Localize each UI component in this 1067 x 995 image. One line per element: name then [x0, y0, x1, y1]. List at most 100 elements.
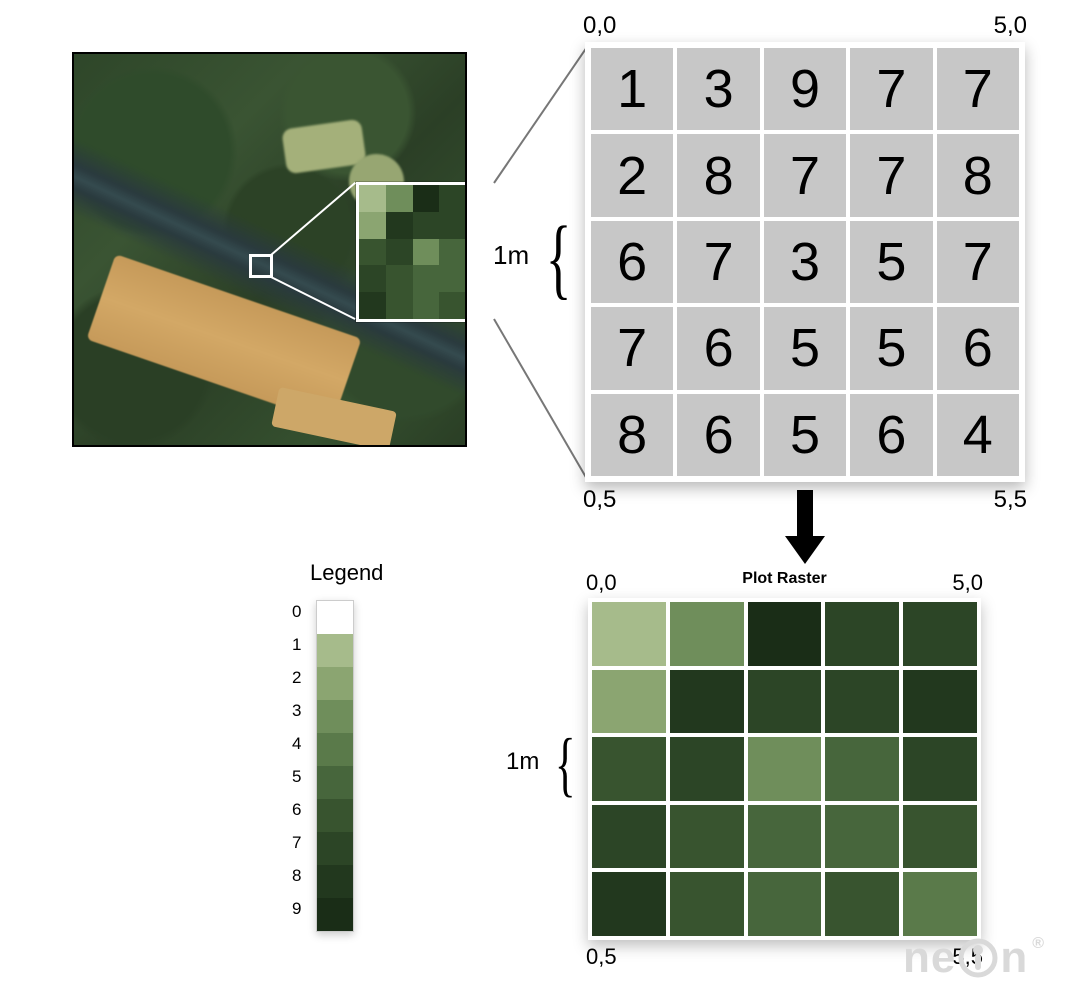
raster-cell: [825, 872, 899, 936]
legend-swatch: [317, 898, 353, 931]
inset-cell: [386, 212, 413, 239]
raster-cell: [903, 602, 977, 666]
brace-icon: {: [555, 728, 576, 800]
numeric-cell: 6: [591, 221, 673, 303]
legend-value: 9: [292, 899, 301, 932]
numeric-cell: 5: [850, 221, 932, 303]
inset-cell: [359, 239, 386, 266]
numeric-cell: 7: [850, 134, 932, 216]
numeric-cell: 6: [850, 394, 932, 476]
inset-cell: [386, 239, 413, 266]
legend-swatch: [317, 865, 353, 898]
raster-grid-container: Plot Raster 0,0 5,0 0,5 5,5 1m {: [588, 598, 981, 940]
inset-cell: [359, 265, 386, 292]
numeric-cell: 6: [677, 307, 759, 389]
inset-cell: [413, 292, 440, 319]
numeric-cell: 9: [764, 48, 846, 130]
raster-cell: [903, 872, 977, 936]
inset-cell: [466, 292, 467, 319]
inset-cell: [439, 185, 466, 212]
connector-line: [493, 318, 588, 479]
legend-swatch: [317, 733, 353, 766]
raster-cell: [670, 602, 744, 666]
legend-labels: 0123456789: [292, 602, 301, 932]
inset-cell: [439, 292, 466, 319]
numeric-cell: 3: [677, 48, 759, 130]
coord-label: 0,0: [583, 12, 616, 40]
neon-logo: ne n ®: [903, 933, 1045, 983]
raster-cell: [592, 670, 666, 734]
inset-cell: [466, 265, 467, 292]
numeric-grid: 1397728778673577655686564: [585, 42, 1025, 482]
raster-cell: [592, 602, 666, 666]
legend-value: 3: [292, 701, 301, 734]
raster-title: Plot Raster: [588, 570, 981, 588]
raster-cell: [748, 602, 822, 666]
legend-value: 0: [292, 602, 301, 635]
inset-cell: [386, 185, 413, 212]
inset-cell: [413, 239, 440, 266]
inset-cell: [359, 185, 386, 212]
legend-swatch: [317, 766, 353, 799]
numeric-cell: 5: [850, 307, 932, 389]
legend-value: 4: [292, 734, 301, 767]
brace-icon: {: [546, 214, 572, 304]
inset-cell: [386, 265, 413, 292]
legend-swatch: [317, 634, 353, 667]
legend-value: 1: [292, 635, 301, 668]
connector-line: [493, 46, 588, 183]
legend-swatch: [317, 832, 353, 865]
numeric-cell: 5: [764, 394, 846, 476]
inset-cell: [359, 292, 386, 319]
legend-swatch: [317, 667, 353, 700]
numeric-cell: 7: [937, 48, 1019, 130]
legend-value: 7: [292, 833, 301, 866]
raster-cell: [670, 737, 744, 801]
inset-cell: [439, 265, 466, 292]
coord-label: 0,5: [586, 944, 617, 970]
legend-swatch: [317, 799, 353, 832]
inset-cell: [466, 212, 467, 239]
inset-cell: [413, 185, 440, 212]
logo-o-icon: [956, 936, 1000, 980]
logo-text: n: [1000, 933, 1028, 983]
numeric-cell: 7: [591, 307, 673, 389]
coord-label: 5,0: [952, 570, 983, 596]
raster-cell: [825, 805, 899, 869]
raster-cell: [825, 602, 899, 666]
satellite-image: [72, 52, 467, 447]
numeric-cell: 4: [937, 394, 1019, 476]
raster-cell: [825, 737, 899, 801]
inset-cell: [413, 265, 440, 292]
legend-value: 8: [292, 866, 301, 899]
raster-cell: [748, 805, 822, 869]
arrow-down-icon: [785, 490, 825, 570]
inset-cell: [439, 212, 466, 239]
numeric-cell: 8: [591, 394, 673, 476]
satellite-roi-box: [249, 254, 273, 278]
unit-label: 1m: [493, 240, 529, 271]
legend-swatch: [317, 700, 353, 733]
raster-cell: [748, 737, 822, 801]
legend-title: Legend: [310, 560, 470, 586]
raster-cell: [748, 872, 822, 936]
coord-label: 5,0: [994, 12, 1027, 40]
numeric-cell: 5: [764, 307, 846, 389]
numeric-cell: 7: [677, 221, 759, 303]
logo-text: ne: [903, 933, 956, 983]
coord-label: 0,0: [586, 570, 617, 596]
numeric-cell: 7: [850, 48, 932, 130]
inset-cell: [386, 292, 413, 319]
numeric-cell: 7: [764, 134, 846, 216]
numeric-cell: 2: [591, 134, 673, 216]
raster-grid: [588, 598, 981, 940]
coord-label: 0,5: [583, 486, 616, 514]
raster-cell: [670, 872, 744, 936]
inset-cell: [466, 239, 467, 266]
inset-cell: [439, 239, 466, 266]
numeric-cell: 8: [677, 134, 759, 216]
raster-cell: [592, 805, 666, 869]
numeric-grid-container: 0,0 5,0 0,5 5,5 1m { 1397728778673577655…: [585, 42, 1025, 482]
registered-icon: ®: [1032, 935, 1045, 953]
raster-cell: [903, 805, 977, 869]
